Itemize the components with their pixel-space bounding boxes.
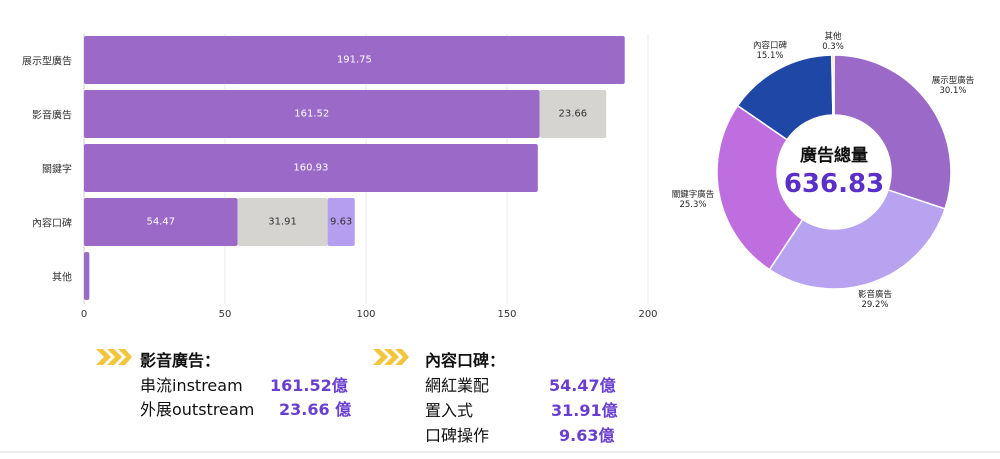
summary-content-row-label: 口碑操作	[425, 426, 490, 445]
donut-slice-name: 影音廣告	[857, 290, 892, 300]
x-tick-label: 100	[356, 309, 376, 320]
donut-slice-name: 其他	[824, 32, 842, 42]
chevron-double-right-icon	[96, 349, 132, 365]
category-label: 影音廣告	[32, 110, 72, 122]
bar-value-label: 9.63	[330, 216, 353, 228]
x-tick-label: 200	[638, 309, 658, 320]
bar-segment	[539, 90, 607, 138]
bar-segment	[84, 144, 538, 192]
summary-video-row-value: 23.66 億	[279, 400, 352, 419]
bar-segment	[84, 252, 90, 300]
x-tick-label: 150	[497, 309, 517, 320]
bar-segment	[84, 90, 540, 138]
bar-segment	[327, 198, 355, 246]
donut-slice-name: 展示型廣告	[931, 76, 975, 86]
donut-slice-percent: 30.1%	[939, 86, 967, 96]
donut-slice-name: 內容口碑	[752, 41, 787, 51]
bar-segment	[237, 198, 328, 246]
donut-slice	[831, 54, 835, 116]
summary-video-title: 影音廣告：	[140, 351, 221, 370]
donut-slice-percent: 29.2%	[861, 300, 889, 310]
summary-content-row-label: 網紅業配	[425, 376, 490, 395]
summary-content-row-value: 54.47億	[549, 376, 616, 395]
chevron-double-right-icon	[373, 349, 409, 365]
category-label: 內容口碑	[32, 218, 72, 230]
bar-value-label: 160.93	[293, 162, 329, 174]
category-label: 關鍵字	[42, 164, 72, 176]
bar-value-label: 23.66	[558, 108, 588, 120]
donut-slice-name: 關鍵字廣告	[671, 190, 715, 200]
summary-video-row-label: 串流instream	[140, 376, 243, 395]
bar-segment	[84, 198, 238, 246]
bar-value-label: 54.47	[146, 216, 176, 228]
category-label: 展示型廣告	[22, 56, 72, 68]
x-tick-label: 50	[218, 309, 232, 320]
category-label: 其他	[52, 272, 72, 284]
summary-content-row-value: 9.63億	[559, 426, 615, 445]
summary-content-title: 內容口碑：	[425, 351, 506, 370]
summary-video-row-label: 外展outstream	[140, 400, 255, 419]
donut-slice-label: 內容口碑 15.1%	[740, 41, 800, 61]
bar-value-label: 161.52	[294, 108, 330, 120]
x-tick-label: 0	[80, 309, 88, 320]
bottom-divider	[0, 451, 1000, 453]
summary-video-row-value: 161.52億	[270, 376, 348, 395]
donut-slice-percent: 15.1%	[756, 51, 784, 61]
donut-slice-label: 關鍵字廣告 25.3%	[660, 190, 726, 210]
donut-slice-percent: 25.3%	[679, 200, 707, 210]
donut-hole	[778, 116, 890, 228]
donut-center-value: 636.83	[783, 169, 885, 199]
bar-value-label: 191.75	[336, 54, 372, 66]
bar-value-label: 31.91	[268, 216, 297, 228]
donut-slice-label: 影音廣告 29.2%	[845, 290, 905, 310]
donut-slice	[833, 54, 952, 210]
donut-slice-percent: 0.3%	[822, 42, 844, 52]
summary-content-row-value: 31.91億	[551, 401, 618, 420]
donut-slice	[716, 104, 804, 271]
donut-slice-label: 展示型廣告 30.1%	[918, 76, 988, 96]
donut-slice	[768, 189, 946, 290]
summary-video: 影音廣告： 串流instream 161.52億 外展outstream 23.…	[96, 347, 396, 427]
donut-slice-label: 其他 0.3%	[806, 32, 860, 52]
donut-center-title: 廣告總量	[800, 146, 868, 166]
bar-segment	[84, 36, 625, 84]
summary-content-row-label: 置入式	[425, 401, 474, 420]
summary-content: 內容口碑： 網紅業配 54.47億 置入式 31.91億 口碑操作 9.63億	[373, 347, 653, 447]
